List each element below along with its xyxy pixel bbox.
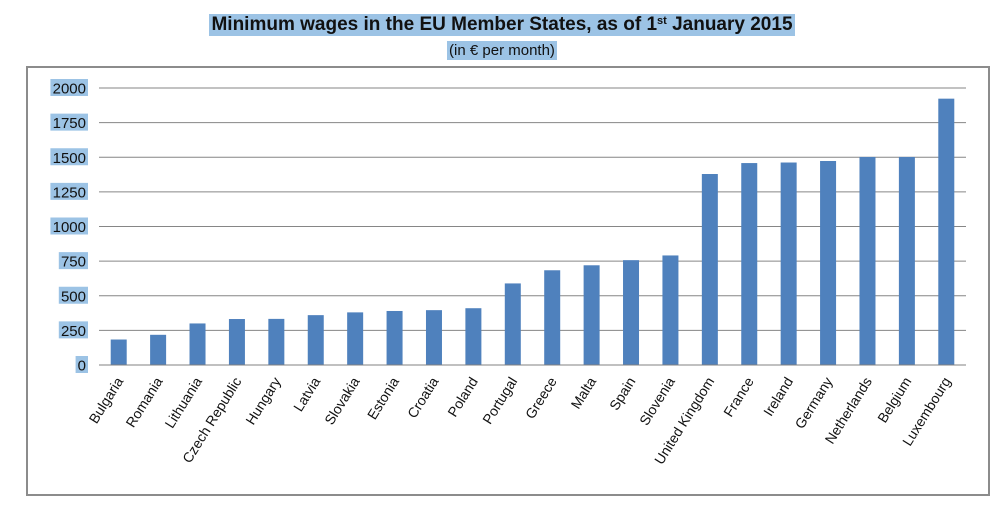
chart-title: Minimum wages in the EU Member States, a… xyxy=(0,14,1004,36)
bar-romania xyxy=(150,334,167,365)
bar-belgium xyxy=(898,156,915,365)
bar-united-kingdom xyxy=(701,174,718,365)
y-tick-label: 1250 xyxy=(53,184,86,201)
bar-france xyxy=(741,163,758,365)
bar-croatia xyxy=(425,310,442,365)
bar-poland xyxy=(465,308,482,365)
y-tick-label-highlight xyxy=(75,356,88,373)
x-tick-label: Malta xyxy=(567,374,599,412)
x-tick-label: Slovenia xyxy=(636,374,678,428)
x-tick-label: Romania xyxy=(122,374,165,430)
bar-slovakia xyxy=(347,312,364,365)
x-tick-label: Belgium xyxy=(874,374,914,425)
bar-slovenia xyxy=(662,255,679,365)
y-tick-label-highlight xyxy=(50,217,88,235)
bar-czech-republic xyxy=(228,319,245,365)
bar-greece xyxy=(544,270,561,365)
bar-ireland xyxy=(780,162,797,365)
chart-subtitle: (in € per month) xyxy=(0,41,1004,60)
bar-estonia xyxy=(386,310,403,365)
x-tick-label: Hungary xyxy=(242,374,284,427)
y-tick-label: 1750 xyxy=(53,115,86,132)
y-tick-label: 500 xyxy=(61,288,86,305)
x-tick-label: Portugal xyxy=(479,374,520,427)
bar-portugal xyxy=(504,283,521,365)
y-axis-labels: 0 250 500 750 1000 1250 1500 1750 2000 xyxy=(50,79,88,375)
y-tick-label: 0 xyxy=(78,358,86,375)
y-tick-label: 250 xyxy=(61,323,86,340)
bar-latvia xyxy=(307,315,324,365)
bar-bulgaria xyxy=(110,339,127,365)
bar-spain xyxy=(623,260,640,365)
chart-frame xyxy=(26,66,990,496)
x-tick-label: Poland xyxy=(444,374,481,419)
x-tick-label: Ireland xyxy=(760,374,796,419)
y-tick-label-highlight xyxy=(50,79,88,96)
bar-lithuania xyxy=(189,323,206,365)
y-tick-label-highlight xyxy=(50,148,88,166)
y-tick-label: 750 xyxy=(61,254,86,271)
x-tick-label: Lithuania xyxy=(161,374,205,431)
y-tick-label-highlight xyxy=(58,286,88,304)
chart-title-tail: January 2015 xyxy=(666,14,793,35)
x-tick-label: Croatia xyxy=(404,374,442,421)
bar-netherlands xyxy=(859,156,876,365)
bar-germany xyxy=(820,160,837,365)
bar-luxembourg xyxy=(938,98,955,366)
x-tick-label: Latvia xyxy=(290,374,323,414)
y-tick-label: 1500 xyxy=(53,150,86,167)
bar-malta xyxy=(583,265,600,365)
chart-subtitle-text: (in € per month) xyxy=(447,41,557,60)
y-tick-label-highlight xyxy=(50,182,88,200)
y-tick-label-highlight xyxy=(58,252,88,270)
bar-hungary xyxy=(268,318,285,365)
y-tick-label-highlight xyxy=(58,321,88,339)
x-tick-label: Germany xyxy=(792,374,836,431)
y-tick-label: 1000 xyxy=(53,219,86,236)
x-tick-label: Spain xyxy=(606,374,639,413)
y-tick-label-highlight xyxy=(50,113,88,131)
chart-title-superscript: st xyxy=(657,15,667,27)
x-tick-label: Bulgaria xyxy=(85,374,126,426)
x-tick-label: France xyxy=(720,374,757,420)
x-tick-label: Greece xyxy=(522,374,560,422)
x-tick-label: Slovakia xyxy=(321,374,363,428)
y-tick-label: 2000 xyxy=(53,81,86,98)
bars xyxy=(110,98,955,366)
chart-title-main: Minimum wages in the EU Member States, a… xyxy=(211,14,658,35)
x-tick-label: Estonia xyxy=(364,374,402,422)
chart-title-text: Minimum wages in the EU Member States, a… xyxy=(209,14,795,36)
